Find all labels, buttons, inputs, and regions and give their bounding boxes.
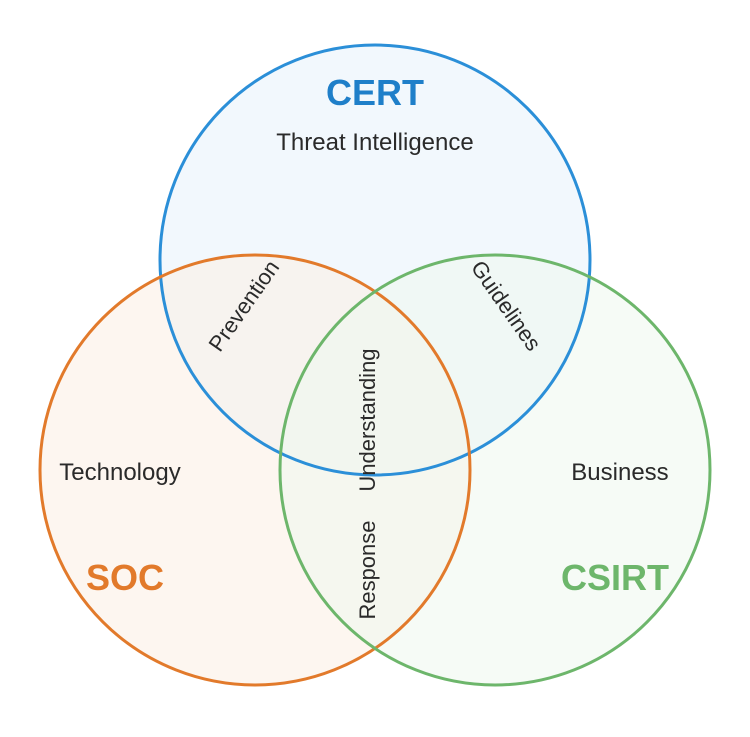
label-response: Response — [355, 520, 380, 619]
csirt-title: CSIRT — [561, 557, 669, 598]
csirt-subtitle: Business — [571, 459, 668, 486]
cert-title: CERT — [326, 72, 424, 113]
soc-subtitle: Technology — [59, 459, 180, 486]
venn-diagram: CERT Threat Intelligence Technology SOC … — [0, 0, 750, 737]
label-understanding: Understanding — [355, 348, 380, 491]
soc-title: SOC — [86, 557, 164, 598]
cert-subtitle: Threat Intelligence — [276, 129, 473, 156]
